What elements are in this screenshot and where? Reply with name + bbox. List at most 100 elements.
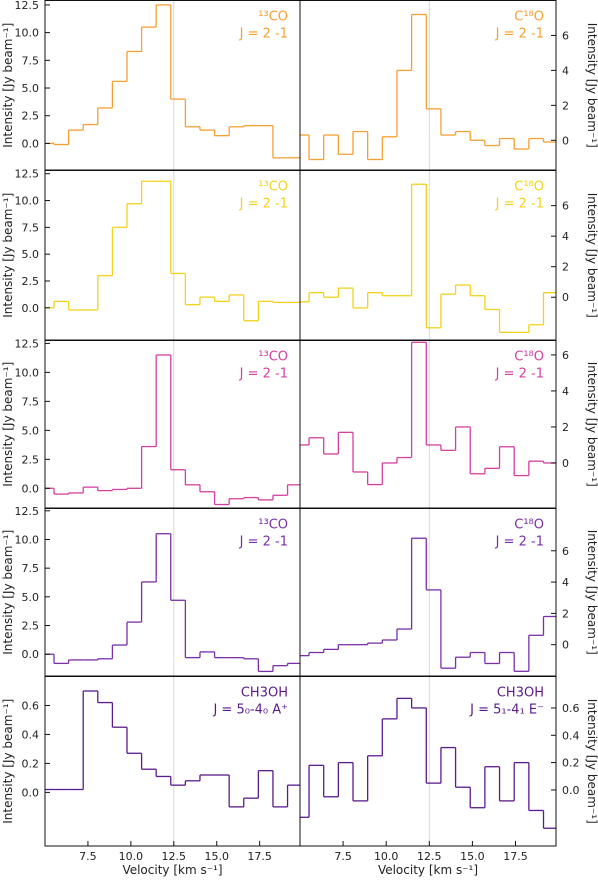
x-tick-label: 12.5 <box>417 850 442 863</box>
y-tick-label: 6 <box>562 545 569 558</box>
y-tick-label: 2 <box>562 607 569 620</box>
panel <box>45 676 300 846</box>
annotation: ¹³CO <box>258 180 288 195</box>
panel <box>45 340 300 508</box>
panel <box>300 340 556 508</box>
y-tick-label: 10.0 <box>15 533 40 546</box>
annotation: J = 2 -1 <box>495 367 544 382</box>
y-tick-label: 12.5 <box>15 0 40 12</box>
x-axis-label: Velocity [km s⁻¹] <box>122 863 222 877</box>
y-tick-label: 0.4 <box>22 728 40 741</box>
y-axis-label: Intensity [Jy beam⁻¹] <box>585 530 598 655</box>
y-tick-label: 7.5 <box>22 54 40 67</box>
panel <box>300 0 556 170</box>
y-axis-label: Intensity [Jy beam⁻¹] <box>585 699 598 824</box>
x-tick-label: 15.0 <box>204 850 229 863</box>
annotation: J = 2 -1 <box>495 197 544 212</box>
y-axis-label: Intensity [Jy beam⁻¹] <box>1 699 15 824</box>
x-tick-label: 10.0 <box>374 850 399 863</box>
annotation: ¹³CO <box>258 350 288 365</box>
annotation: J = 5₀-4₀ A⁺ <box>212 703 288 718</box>
annotation: CH3OH <box>497 686 544 701</box>
y-tick-label: 0.6 <box>22 699 40 712</box>
y-axis-label: Intensity [Jy beam⁻¹] <box>1 193 15 318</box>
annotation: C¹⁸O <box>514 10 544 25</box>
annotation: J = 2 -1 <box>239 367 288 382</box>
x-tick-label: 7.5 <box>79 850 97 863</box>
y-tick-label: 5.0 <box>22 591 40 604</box>
y-tick-label: 0.4 <box>562 729 580 742</box>
x-tick-label: 10.0 <box>119 850 144 863</box>
x-tick-label: 17.5 <box>247 850 272 863</box>
x-tick-label: 17.5 <box>503 850 528 863</box>
y-tick-label: 0.0 <box>22 137 40 150</box>
y-tick-label: 10.0 <box>15 27 40 40</box>
y-tick-label: 6 <box>562 200 569 213</box>
y-tick-label: 0.0 <box>22 648 40 661</box>
y-tick-label: 0.0 <box>22 482 40 495</box>
panel <box>45 508 300 676</box>
annotation: J = 2 -1 <box>239 197 288 212</box>
x-tick-label: 12.5 <box>162 850 187 863</box>
y-axis-label: Intensity [Jy beam⁻¹] <box>1 362 15 487</box>
y-tick-label: 4 <box>562 576 569 589</box>
y-tick-label: 6 <box>562 29 569 42</box>
y-tick-label: 2.5 <box>22 110 40 123</box>
annotation: ¹³CO <box>258 518 288 533</box>
y-tick-label: 5.0 <box>22 424 40 437</box>
y-axis-label: Intensity [Jy beam⁻¹] <box>1 530 15 655</box>
y-tick-label: 0 <box>562 457 569 470</box>
annotation: CH3OH <box>241 686 288 701</box>
x-tick-label: 15.0 <box>460 850 485 863</box>
y-tick-label: 7.5 <box>22 562 40 575</box>
y-tick-label: 10.0 <box>15 195 40 208</box>
y-tick-label: 4 <box>562 230 569 243</box>
y-tick-label: 2.5 <box>22 620 40 633</box>
y-tick-label: 6 <box>562 349 569 362</box>
x-axis-label: Velocity [km s⁻¹] <box>378 863 478 877</box>
y-tick-label: 0.0 <box>562 784 580 797</box>
panel <box>300 170 556 340</box>
annotation: J = 2 -1 <box>495 27 544 42</box>
y-tick-label: 4 <box>562 385 569 398</box>
y-axis-label: Intensity [Jy beam⁻¹] <box>1 23 15 148</box>
annotation: J = 2 -1 <box>495 535 544 550</box>
annotation: C¹⁸O <box>514 180 544 195</box>
y-tick-label: 0 <box>562 639 569 652</box>
y-tick-label: 0.0 <box>22 302 40 315</box>
annotation: C¹⁸O <box>514 350 544 365</box>
y-tick-label: 12.5 <box>15 168 40 181</box>
annotation: J = 2 -1 <box>239 535 288 550</box>
y-tick-label: 2 <box>562 261 569 274</box>
y-tick-label: 4 <box>562 64 569 77</box>
annotation: J = 5₁-4₁ E⁻ <box>469 703 544 718</box>
y-axis-label: Intensity [Jy beam⁻¹] <box>585 193 598 318</box>
annotation: C¹⁸O <box>514 518 544 533</box>
panel <box>300 676 556 846</box>
y-tick-label: 2 <box>562 99 569 112</box>
y-tick-label: 2.5 <box>22 275 40 288</box>
y-tick-label: 2 <box>562 421 569 434</box>
y-tick-label: 7.5 <box>22 221 40 234</box>
y-tick-label: 12.5 <box>15 337 40 350</box>
y-tick-label: 0.2 <box>562 757 580 770</box>
y-tick-label: 0 <box>562 291 569 304</box>
y-axis-label: Intensity [Jy beam⁻¹] <box>585 23 598 148</box>
y-tick-label: 2.5 <box>22 453 40 466</box>
x-tick-label: 7.5 <box>334 850 352 863</box>
y-tick-label: 7.5 <box>22 395 40 408</box>
y-tick-label: 5.0 <box>22 82 40 95</box>
y-tick-label: 10.0 <box>15 366 40 379</box>
y-axis-label: Intensity [Jy beam⁻¹] <box>585 362 598 487</box>
panel <box>45 170 300 340</box>
y-tick-label: 5.0 <box>22 248 40 261</box>
panel <box>45 0 300 170</box>
y-tick-label: 0.6 <box>562 702 580 715</box>
y-tick-label: 0.0 <box>22 786 40 799</box>
annotation: J = 2 -1 <box>239 27 288 42</box>
panel-frame <box>299 676 557 847</box>
y-tick-label: 12.5 <box>15 505 40 518</box>
y-tick-label: 0.2 <box>22 757 40 770</box>
annotation: ¹³CO <box>258 10 288 25</box>
